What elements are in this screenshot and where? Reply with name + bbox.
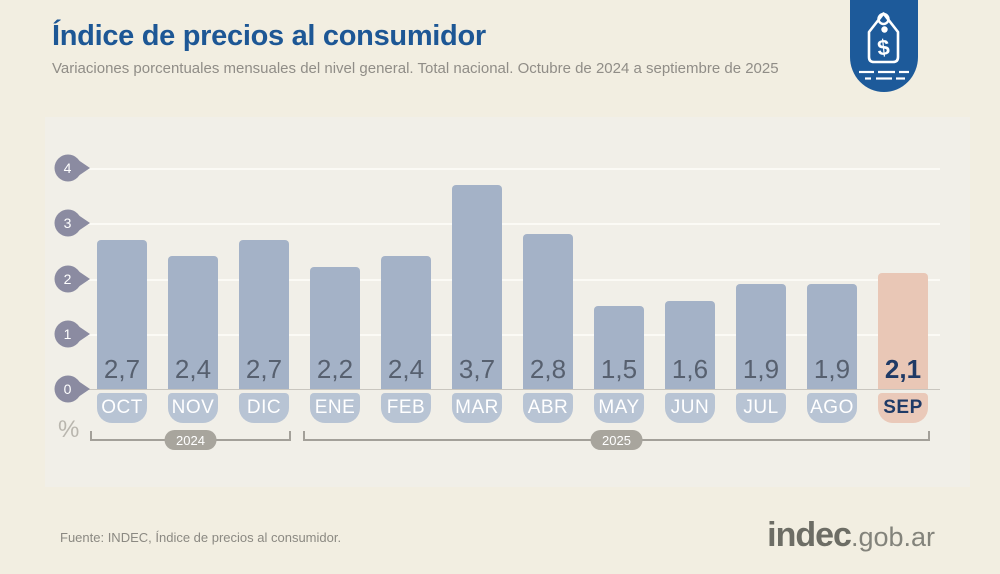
bar-value-OCT: 2,7: [103, 354, 141, 384]
bar-JUL: [736, 284, 786, 389]
svg-text:1: 1: [64, 326, 72, 342]
year-label-2024: 2024: [164, 430, 217, 450]
y-axis-tick-4: 4: [54, 154, 93, 182]
bracket-tick: [303, 431, 305, 440]
y-tick-marker: 4: [54, 154, 90, 182]
indec-logo-primary: indec: [767, 516, 852, 554]
bar-MAR: [452, 184, 502, 389]
month-label-JUN: JUN: [665, 393, 715, 423]
month-label-MAR: MAR: [452, 393, 502, 423]
bar-OCT: [97, 239, 147, 389]
bar-value-JUL: 1,9: [742, 354, 780, 384]
y-tick-marker: 0: [54, 375, 90, 403]
year-label-2025: 2025: [590, 430, 643, 450]
gridline-3: [88, 223, 940, 226]
svg-text:3: 3: [64, 215, 72, 231]
month-label-JUL: JUL: [736, 393, 786, 423]
bar-value-FEB: 2,4: [387, 354, 425, 384]
bar-value-ABR: 2,8: [529, 354, 567, 384]
month-label-DIC: DIC: [239, 393, 289, 423]
month-label-NOV: NOV: [168, 393, 218, 423]
gridline-4: [88, 168, 940, 170]
indec-logo: indec .gob.ar: [767, 516, 935, 555]
bracket-tick: [90, 431, 92, 440]
svg-text:2: 2: [64, 271, 72, 287]
bar-value-MAR: 3,7: [458, 354, 496, 384]
bar-MAY: [594, 306, 644, 389]
bar-JUN: [665, 300, 715, 389]
bar-AGO: [807, 284, 857, 389]
y-axis-tick-0: 0: [54, 375, 93, 403]
bar-ENE: [310, 267, 360, 389]
bar-ABR: [523, 234, 573, 389]
price-tag-icon: $: [850, 0, 918, 92]
bar-value-MAY: 1,5: [600, 354, 638, 384]
bar-FEB: [381, 256, 431, 389]
price-tag-icon-svg: $: [850, 0, 918, 92]
svg-text:4: 4: [64, 160, 72, 176]
bar-NOV: [168, 256, 218, 389]
indec-logo-secondary: .gob.ar: [850, 522, 935, 552]
bar-value-DIC: 2,7: [245, 354, 283, 384]
month-label-FEB: FEB: [381, 393, 431, 423]
bar-value-SEP: 2,1: [884, 354, 922, 384]
gridline-0: [88, 389, 940, 390]
bracket-tick: [928, 431, 930, 440]
page-title: Índice de precios al consumidor: [52, 20, 486, 52]
month-label-SEP: SEP: [878, 393, 928, 423]
bracket-tick: [289, 431, 291, 440]
month-label-MAY: MAY: [594, 393, 644, 423]
y-tick-marker: 2: [54, 265, 90, 292]
bar-value-JUN: 1,6: [671, 354, 709, 384]
bar-value-ENE: 2,2: [316, 354, 354, 384]
month-label-AGO: AGO: [807, 393, 857, 423]
source-note: Fuente: INDEC, Índice de precios al cons…: [60, 530, 342, 545]
month-label-OCT: OCT: [97, 393, 147, 423]
y-tick-marker: 1: [54, 320, 90, 348]
y-tick-marker: 3: [54, 209, 90, 237]
bar-value-AGO: 1,9: [813, 354, 851, 384]
bar-DIC: [239, 239, 289, 389]
y-axis-tick-2: 2: [54, 265, 93, 293]
gridline-2: [88, 278, 940, 281]
y-axis-tick-1: 1: [54, 320, 93, 348]
svg-text:0: 0: [64, 381, 72, 397]
bar-SEP: [878, 272, 928, 389]
gridline-1: [88, 333, 940, 336]
y-axis-tick-3: 3: [54, 209, 93, 237]
month-label-ABR: ABR: [523, 393, 573, 423]
unit-label: %: [58, 416, 80, 443]
month-label-ENE: ENE: [310, 393, 360, 423]
svg-text:$: $: [876, 34, 891, 60]
bar-value-NOV: 2,4: [174, 354, 212, 384]
page-subtitle: Variaciones porcentuales mensuales del n…: [52, 60, 779, 77]
